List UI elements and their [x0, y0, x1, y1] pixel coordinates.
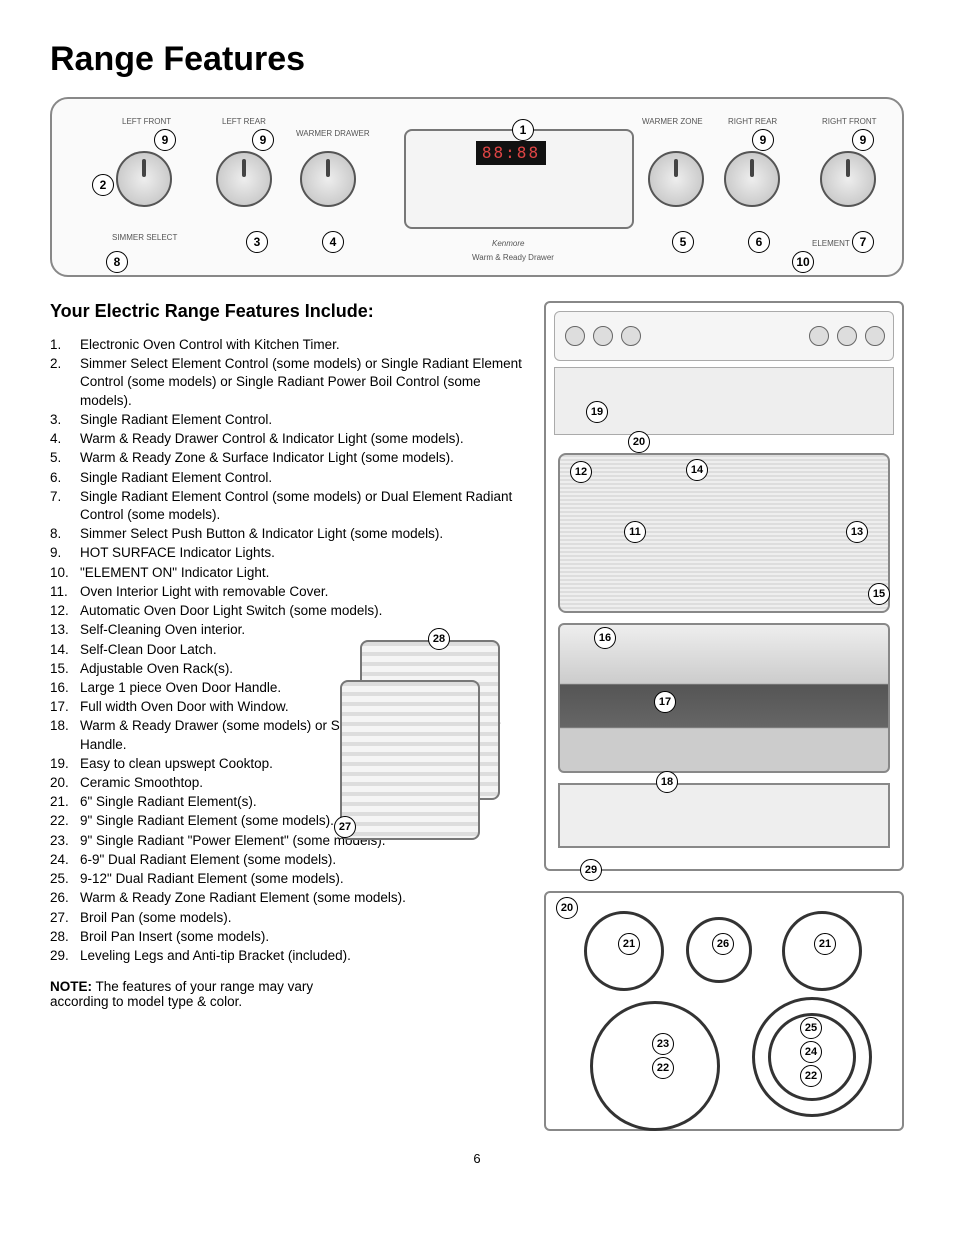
feature-item: Self-Cleaning Oven interior. [50, 621, 524, 639]
control-knob [724, 151, 780, 207]
control-panel-figure: 88:88 LEFT FRONT LEFT REAR WARMER DRAWER… [50, 97, 904, 277]
page-title: Range Features [50, 40, 904, 79]
label-warmer-drawer: WARMER DRAWER [296, 129, 370, 138]
callout-17: 17 [654, 691, 676, 713]
feature-item: 6-9" Dual Radiant Element (some models). [50, 851, 524, 869]
callout-20: 20 [556, 897, 578, 919]
note: NOTE: The features of your range may var… [50, 979, 330, 1009]
label-warmer-zone: WARMER ZONE [642, 117, 703, 126]
feature-item: 9-12" Dual Radiant Element (some models)… [50, 870, 524, 888]
broil-pan-figure: 2827 [340, 640, 510, 840]
callout-9: 9 [252, 129, 274, 151]
feature-item: "ELEMENT ON" Indicator Light. [50, 564, 524, 582]
control-knob [820, 151, 876, 207]
feature-item: Single Radiant Element Control. [50, 469, 524, 487]
callout-5: 5 [672, 231, 694, 253]
feature-item: Automatic Oven Door Light Switch (some m… [50, 602, 524, 620]
callout-22: 22 [800, 1065, 822, 1087]
oven-window [558, 453, 890, 613]
label-right-rear: RIGHT REAR [728, 117, 777, 126]
label-sub: Warm & Ready Drawer [472, 253, 554, 262]
control-knob [300, 151, 356, 207]
clock-digits: 88:88 [476, 141, 546, 165]
callout-21: 21 [618, 933, 640, 955]
callout-29: 29 [580, 859, 602, 881]
feature-item: Leveling Legs and Anti-tip Bracket (incl… [50, 947, 524, 965]
callout-6: 6 [748, 231, 770, 253]
cooktop-top-figure: 202126212322252422 [544, 891, 904, 1131]
callout-25: 25 [800, 1017, 822, 1039]
callout-3: 3 [246, 231, 268, 253]
feature-item: Single Radiant Element Control. [50, 411, 524, 429]
feature-item: Oven Interior Light with removable Cover… [50, 583, 524, 601]
callout-10: 10 [792, 251, 814, 273]
feature-item: Broil Pan Insert (some models). [50, 928, 524, 946]
callout-28: 28 [428, 628, 450, 650]
callout-22: 22 [652, 1057, 674, 1079]
label-right-front: RIGHT FRONT [822, 117, 877, 126]
callout-21: 21 [814, 933, 836, 955]
feature-item: Electronic Oven Control with Kitchen Tim… [50, 336, 524, 354]
label-left-front: LEFT FRONT [122, 117, 171, 126]
callout-4: 4 [322, 231, 344, 253]
callout-27: 27 [334, 816, 356, 838]
control-knob [648, 151, 704, 207]
features-heading: Your Electric Range Features Include: [50, 301, 524, 322]
cooktop-edge [554, 367, 894, 435]
note-label: NOTE: [50, 979, 92, 994]
feature-item: Broil Pan (some models). [50, 909, 524, 927]
callout-2: 2 [92, 174, 114, 196]
feature-item: Simmer Select Push Button & Indicator Li… [50, 525, 524, 543]
feature-item: Warm & Ready Zone Radiant Element (some … [50, 889, 524, 907]
callout-18: 18 [656, 771, 678, 793]
callout-8: 8 [106, 251, 128, 273]
range-front-figure: 1920121411131516171829 [544, 301, 904, 871]
callout-13: 13 [846, 521, 868, 543]
callout-20: 20 [628, 431, 650, 453]
oven-display: 88:88 [404, 129, 634, 229]
feature-item: HOT SURFACE Indicator Lights. [50, 544, 524, 562]
callout-9: 9 [752, 129, 774, 151]
callout-15: 15 [868, 583, 890, 605]
callout-11: 11 [624, 521, 646, 543]
control-knob [216, 151, 272, 207]
feature-item: Single Radiant Element Control (some mod… [50, 488, 524, 524]
callout-26: 26 [712, 933, 734, 955]
label-simmer-select: SIMMER SELECT [112, 233, 177, 242]
feature-item: Simmer Select Element Control (some mode… [50, 355, 524, 410]
callout-24: 24 [800, 1041, 822, 1063]
callout-23: 23 [652, 1033, 674, 1055]
feature-item: Warm & Ready Drawer Control & Indicator … [50, 430, 524, 448]
feature-item: Warm & Ready Zone & Surface Indicator Li… [50, 449, 524, 467]
callout-7: 7 [852, 231, 874, 253]
callout-9: 9 [154, 129, 176, 151]
callout-14: 14 [686, 459, 708, 481]
page-number: 6 [50, 1151, 904, 1166]
callout-16: 16 [594, 627, 616, 649]
callout-19: 19 [586, 401, 608, 423]
label-left-rear: LEFT REAR [222, 117, 266, 126]
callout-12: 12 [570, 461, 592, 483]
control-knob [116, 151, 172, 207]
callout-9: 9 [852, 129, 874, 151]
warming-drawer [558, 783, 890, 848]
callout-1: 1 [512, 119, 534, 141]
broil-pan [340, 680, 480, 840]
mini-control-panel [554, 311, 894, 361]
label-brand: Kenmore [492, 239, 524, 248]
